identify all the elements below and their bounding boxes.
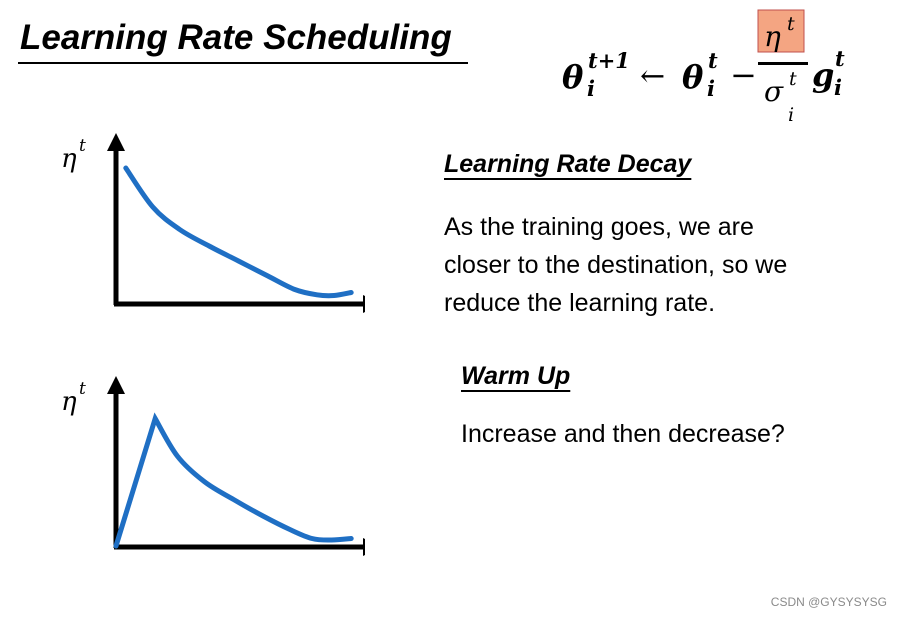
decay-plot: η t t (61, 133, 365, 313)
formula-theta-lhs-sup: t+1 (588, 48, 630, 73)
formula-sigma-sup: t (789, 68, 797, 90)
warmup-ylabel-sup: t (79, 379, 86, 399)
formula-theta-lhs: θ (562, 58, 584, 96)
formula-theta-rhs-sub: i (707, 76, 715, 101)
eta-highlight-box (757, 9, 805, 53)
formula-theta-rhs-sup: t (708, 48, 718, 73)
warmup-y-axis-arrow (107, 376, 125, 394)
slide-title: Learning Rate Scheduling (20, 18, 452, 57)
decay-ylabel-eta: η (61, 144, 77, 174)
decay-y-axis-arrow (107, 133, 125, 151)
formula-sigma-sub: i (788, 104, 794, 126)
formula-eta: η (764, 20, 781, 53)
decay-description-line: closer to the destination, so we (444, 251, 788, 279)
decay-ylabel-sup: t (79, 136, 86, 156)
warmup-curve (113, 412, 354, 549)
decay-curve (123, 165, 354, 299)
decay-description-line: As the training goes, we are (444, 213, 754, 241)
formula-g-sup: t (835, 46, 845, 71)
formula-sigma: σ (764, 75, 784, 108)
fraction-bar (758, 62, 808, 65)
formula-minus: − (730, 56, 757, 94)
formula-g-sub: i (834, 75, 842, 100)
warmup-plot: η t t (61, 376, 365, 556)
decay-x-axis-arrow (363, 295, 365, 313)
warmup-x-axis-arrow (363, 538, 365, 556)
warmup-heading: Warm Up (461, 362, 571, 390)
decay-description-line: reduce the learning rate. (444, 289, 716, 317)
formula-arrow: ← (640, 59, 665, 94)
decay-description: As the training goes, we are closer to t… (444, 208, 787, 322)
title-underline (18, 62, 468, 64)
watermark: CSDN @GYSYSYSG (770, 595, 887, 609)
decay-heading: Learning Rate Decay (444, 150, 692, 178)
update-formula: θ t+1 i ← θ t i − η t σ t i g t i (562, 9, 845, 126)
formula-eta-sup: t (787, 13, 795, 35)
warmup-description: Increase and then decrease? (461, 420, 785, 448)
formula-theta-lhs-sub: i (587, 76, 595, 101)
formula-g: g (812, 56, 834, 94)
warmup-ylabel-eta: η (61, 387, 77, 417)
formula-theta-rhs: θ (682, 58, 704, 96)
